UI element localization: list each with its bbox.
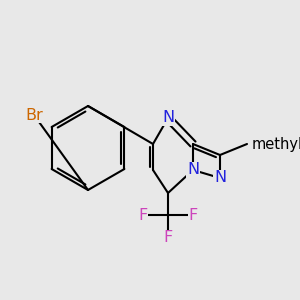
Text: F: F: [188, 208, 198, 223]
Text: methyl: methyl: [252, 136, 300, 152]
Text: F: F: [164, 230, 172, 245]
Text: N: N: [214, 170, 226, 185]
Text: N: N: [162, 110, 174, 125]
Text: F: F: [138, 208, 148, 223]
Text: N: N: [187, 163, 199, 178]
Text: Br: Br: [25, 107, 43, 122]
